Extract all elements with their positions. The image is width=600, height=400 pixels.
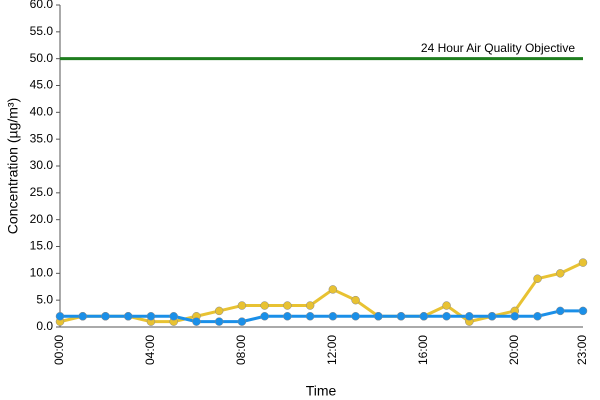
data-point	[237, 317, 247, 326]
x-tick-label: 20:00	[507, 335, 521, 365]
data-point	[351, 312, 360, 321]
data-point	[305, 301, 315, 310]
data-point	[556, 306, 565, 316]
x-tick-label: 12:00	[325, 335, 339, 365]
y-tick-label: 20.0	[30, 212, 54, 226]
data-point	[396, 312, 406, 321]
data-point	[510, 312, 520, 321]
data-point	[419, 312, 429, 321]
x-tick-label: 00:00	[52, 335, 66, 365]
data-point	[283, 312, 292, 321]
data-point	[146, 312, 156, 321]
data-point	[260, 301, 269, 310]
data-point	[78, 312, 87, 321]
data-point	[328, 312, 338, 321]
y-axis-label: Concentration (µg/m³)	[5, 98, 21, 234]
data-point	[237, 301, 247, 310]
data-point	[305, 312, 315, 321]
y-tick-label: 45.0	[30, 78, 54, 92]
data-point	[55, 312, 65, 321]
data-point	[328, 285, 338, 294]
data-point	[442, 312, 451, 321]
data-point	[192, 317, 201, 326]
data-point	[533, 312, 542, 321]
data-point	[283, 301, 292, 310]
y-tick-label: 0.0	[36, 319, 53, 333]
data-point	[556, 269, 565, 278]
data-point	[578, 306, 588, 316]
data-point	[578, 258, 588, 267]
y-tick-label: 55.0	[30, 24, 54, 38]
y-tick-label: 30.0	[30, 158, 54, 172]
series-line	[59, 261, 584, 324]
x-tick-label: 16:00	[416, 335, 430, 365]
data-point	[442, 301, 451, 310]
y-tick-label: 60.0	[30, 0, 54, 11]
data-point	[214, 317, 224, 326]
objective-label: 24 Hour Air Quality Objective	[421, 41, 575, 55]
x-tick-label: 23:00	[575, 335, 589, 365]
y-tick-label: 15.0	[30, 239, 54, 253]
y-tick-label: 5.0	[36, 292, 53, 306]
y-tick-label: 25.0	[30, 185, 54, 199]
y-tick-label: 50.0	[30, 51, 54, 65]
x-axis-label: Time	[306, 383, 337, 399]
y-tick-label: 10.0	[30, 266, 54, 280]
data-point	[214, 306, 224, 316]
data-point	[260, 312, 269, 321]
data-point	[169, 312, 178, 321]
data-point	[374, 312, 383, 321]
y-tick-label: 40.0	[30, 105, 54, 119]
x-tick-label: 04:00	[143, 335, 157, 365]
data-point	[533, 274, 542, 283]
data-point	[123, 312, 133, 321]
x-tick-label: 08:00	[234, 335, 248, 365]
y-tick-label: 35.0	[30, 131, 54, 145]
data-point	[351, 295, 360, 305]
data-point	[465, 312, 474, 321]
data-point	[487, 312, 497, 321]
data-point	[101, 312, 110, 321]
